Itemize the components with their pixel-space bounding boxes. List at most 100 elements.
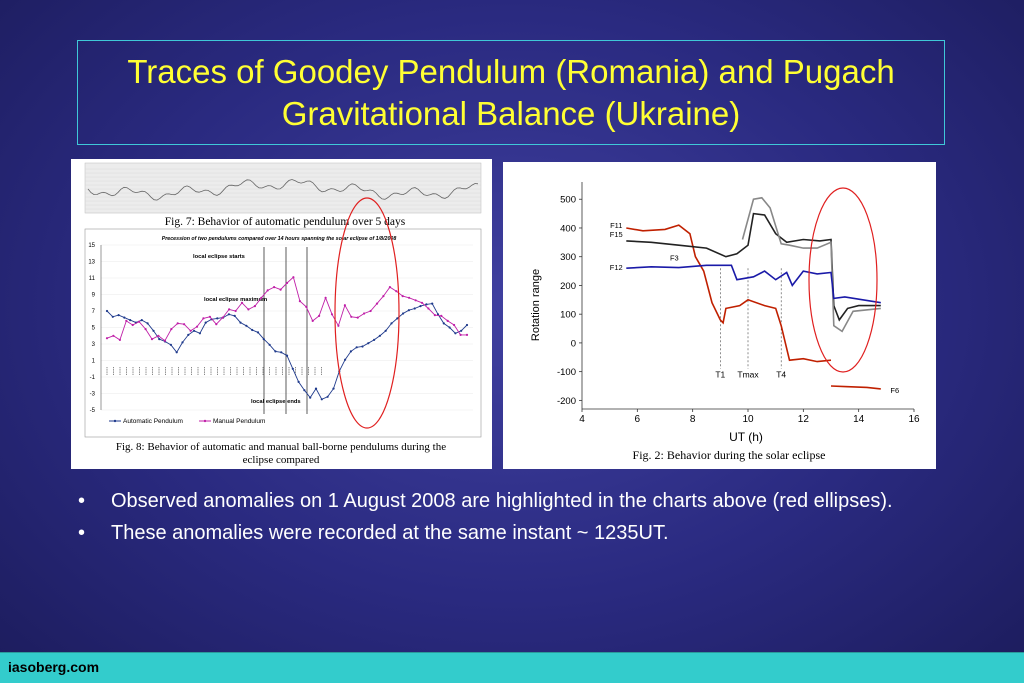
manual-pendulum-point <box>433 314 436 317</box>
title-box: Traces of Goodey Pendulum (Romania) and … <box>77 40 945 145</box>
manual-pendulum-point <box>260 296 263 299</box>
manual-pendulum-point <box>247 308 250 311</box>
automatic-pendulum-point <box>355 346 358 349</box>
manual-pendulum-point <box>240 301 244 304</box>
automatic-pendulum-point <box>268 343 271 346</box>
manual-pendulum-point <box>208 315 211 318</box>
fig8-ytick-label: 11 <box>89 276 96 282</box>
automatic-pendulum-point <box>129 319 132 322</box>
manual-pendulum-point <box>163 339 166 342</box>
fig2-ylabel: Rotation range <box>530 269 542 341</box>
fig2-ytick-label: -200 <box>557 396 576 407</box>
automatic-pendulum-point <box>256 331 260 334</box>
automatic-pendulum-point <box>169 343 172 346</box>
fig8-ytick-label: 7 <box>92 309 96 315</box>
fig2-xtick-label: 10 <box>742 414 754 425</box>
fig2-xtick-label: 4 <box>579 414 585 425</box>
fig2-series-f15-line <box>626 212 881 322</box>
manual-pendulum-point <box>408 296 411 299</box>
manual-pendulum-point <box>170 328 173 331</box>
manual-pendulum-point <box>388 286 391 289</box>
automatic-pendulum-point <box>175 351 178 354</box>
fig2-series-label: F6 <box>890 386 899 395</box>
fig8-ytick-label: 1 <box>92 359 96 365</box>
manual-pendulum-point <box>369 309 372 313</box>
fig8-ytick-label: 3 <box>92 342 96 348</box>
automatic-pendulum-point <box>309 396 312 399</box>
manual-pendulum-point <box>318 314 321 317</box>
fig2-ytick-label: 100 <box>560 310 576 321</box>
manual-pendulum-point <box>363 312 366 315</box>
manual-pendulum-point <box>279 288 282 291</box>
manual-pendulum-point <box>202 317 205 320</box>
manual-pendulum-point <box>118 338 121 341</box>
automatic-pendulum-point <box>396 317 399 320</box>
left-figure-svg: Fig. 7: Behavior of automatic pendulum o… <box>84 162 482 466</box>
manual-pendulum-point <box>189 329 192 332</box>
manual-pendulum-point <box>176 322 179 325</box>
annotation-eclipse-maximum: local eclipse maximum <box>204 297 267 303</box>
manual-pendulum-point <box>298 300 301 303</box>
manual-pendulum-point <box>356 316 359 319</box>
automatic-pendulum-point <box>117 314 120 317</box>
automatic-pendulum-point <box>320 398 323 401</box>
left-figure-panel: Fig. 7: Behavior of automatic pendulum o… <box>71 159 492 469</box>
manual-pendulum-point <box>292 276 295 279</box>
fig2-ytick-label: 300 <box>560 252 576 263</box>
fig8-ytick-label: 15 <box>88 243 95 249</box>
fig2-xtick-label: 6 <box>635 414 641 425</box>
fig2-xtick-label: 16 <box>908 414 920 425</box>
automatic-pendulum-point <box>245 324 248 327</box>
manual-pendulum-point <box>375 302 379 305</box>
fig2-marker-label: T4 <box>776 369 786 379</box>
bullet-text-2: These anomalies were recorded at the sam… <box>111 522 669 544</box>
automatic-pendulum-point <box>390 322 393 325</box>
fig2-ytick-label: 0 <box>571 338 576 349</box>
fig7-caption: Fig. 7: Behavior of automatic pendulum o… <box>165 216 406 228</box>
automatic-pendulum-point <box>198 332 201 335</box>
manual-pendulum-point <box>440 314 443 317</box>
manual-pendulum-point <box>253 305 256 308</box>
fig7-strip <box>84 162 482 214</box>
manual-pendulum-point <box>221 316 224 319</box>
fig2-marker-label: T1 <box>715 369 725 379</box>
fig2-series-f3-line <box>741 196 881 333</box>
manual-pendulum-point <box>350 315 353 318</box>
automatic-pendulum-point <box>146 322 149 325</box>
annotation-eclipse-ends: local eclipse ends <box>251 399 301 405</box>
fig2-series-f6-line <box>830 385 881 390</box>
automatic-pendulum-point <box>204 321 207 324</box>
manual-pendulum-point <box>228 308 231 311</box>
bullet-text-1: Observed anomalies on 1 August 2008 are … <box>111 490 893 512</box>
manual-pendulum-point <box>144 328 147 331</box>
fig8-caption-line1: Fig. 8: Behavior of automatic and manual… <box>116 441 446 453</box>
fig8-ytick-label: -3 <box>90 392 96 398</box>
automatic-pendulum-point <box>436 313 440 316</box>
manual-pendulum-point <box>273 286 276 289</box>
bullet-item: • These anomalies were recorded at the s… <box>78 520 978 546</box>
automatic-pendulum-point <box>181 341 184 344</box>
automatic-pendulum-point <box>285 354 289 357</box>
manual-pendulum-point <box>311 319 314 322</box>
manual-pendulum-point <box>305 305 308 308</box>
automatic-pendulum-point <box>140 319 143 322</box>
automatic-pendulum-point <box>384 329 387 332</box>
anomaly-ellipse-right <box>808 187 878 373</box>
manual-pendulum-point <box>234 309 237 313</box>
automatic-pendulum-point <box>262 338 265 341</box>
automatic-pendulum-point <box>378 334 381 337</box>
manual-pendulum-point <box>414 299 417 302</box>
footer-text: iasoberg.com <box>8 659 100 675</box>
automatic-pendulum-point <box>361 345 364 348</box>
automatic-pendulum-point <box>280 351 283 354</box>
automatic-pendulum-point <box>303 389 306 392</box>
automatic-pendulum-point <box>193 329 196 332</box>
manual-pendulum-point <box>131 323 134 327</box>
fig8-ytick-label: -5 <box>90 408 96 414</box>
fig7-trace-line <box>87 179 479 201</box>
legend-automatic: Automatic Pendulum <box>123 418 183 425</box>
fig2-series-label: F11 <box>610 221 622 230</box>
fig8-legend: Automatic Pendulum Manual Pendulum <box>109 418 265 425</box>
automatic-pendulum-point <box>123 316 126 319</box>
manual-pendulum-point <box>324 296 327 299</box>
